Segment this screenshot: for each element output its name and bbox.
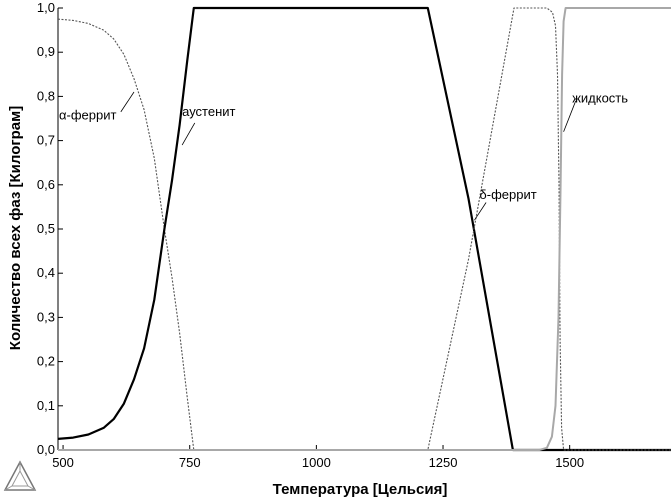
y-tick-label: 1,0 (37, 0, 55, 15)
label-alpha-ferrite: α-феррит (59, 107, 116, 122)
series-line-1 (57, 6, 671, 452)
y-tick-label: 0,9 (37, 44, 55, 59)
x-tick-label: 1250 (429, 455, 458, 470)
x-tick-label: 1500 (555, 455, 584, 470)
y-axis-title: Количество всех фаз [Килограм] (7, 106, 24, 350)
y-tick-label: 0,5 (37, 221, 55, 236)
series-line-0 (57, 18, 671, 451)
series-line-2 (58, 7, 671, 451)
label-alpha-ferrite-leader (120, 91, 135, 113)
label-delta-ferrite-leader (474, 202, 487, 221)
label-austenite-leader (181, 122, 196, 146)
series-line-3 (58, 7, 671, 451)
y-tick-label: 0,3 (37, 309, 55, 324)
x-tick-label: 500 (52, 455, 74, 470)
label-delta-ferrite: δ-феррит (480, 187, 537, 202)
y-tick-label: 0,7 (37, 133, 55, 148)
x-tick-label: 1000 (302, 455, 331, 470)
series-layer (57, 6, 671, 452)
y-tick-label: 0,0 (37, 442, 55, 457)
label-layer: α-феррит аустенит δ-феррит жидкость (59, 91, 628, 221)
label-liquid: жидкость (572, 91, 628, 106)
label-austenite: аустенит (182, 104, 235, 119)
y-tick-label: 0,1 (37, 398, 55, 413)
y-tick-label: 0,6 (37, 177, 55, 192)
logo-icon (3, 460, 37, 491)
y-tick-label: 0,8 (37, 88, 55, 103)
x-axis-title: Температура [Цельсия] (273, 481, 448, 498)
label-liquid-leader (563, 100, 577, 132)
y-tick-label: 0,2 (37, 354, 55, 369)
axis-layer: 0,0 0,1 0,2 0,3 0,4 0,5 0,6 0,7 0,8 0,9 1,0 500 750 1… (37, 0, 671, 470)
y-tick-label: 0,4 (37, 265, 55, 280)
x-tick-label: 750 (179, 455, 201, 470)
